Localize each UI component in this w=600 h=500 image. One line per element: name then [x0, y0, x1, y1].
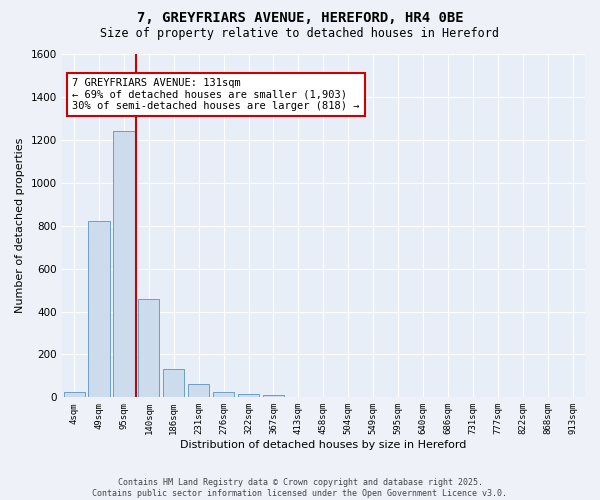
Bar	[213, 392, 234, 398]
Bar	[163, 370, 184, 398]
Text: Size of property relative to detached houses in Hereford: Size of property relative to detached ho…	[101, 28, 499, 40]
Bar	[138, 298, 160, 398]
Bar	[88, 222, 110, 398]
Text: 7 GREYFRIARS AVENUE: 131sqm
← 69% of detached houses are smaller (1,903)
30% of : 7 GREYFRIARS AVENUE: 131sqm ← 69% of det…	[72, 78, 359, 111]
Bar	[238, 394, 259, 398]
Bar	[64, 392, 85, 398]
Text: 7, GREYFRIARS AVENUE, HEREFORD, HR4 0BE: 7, GREYFRIARS AVENUE, HEREFORD, HR4 0BE	[137, 11, 463, 25]
X-axis label: Distribution of detached houses by size in Hereford: Distribution of detached houses by size …	[180, 440, 467, 450]
Bar	[263, 395, 284, 398]
Bar	[188, 384, 209, 398]
Y-axis label: Number of detached properties: Number of detached properties	[15, 138, 25, 314]
Text: Contains HM Land Registry data © Crown copyright and database right 2025.
Contai: Contains HM Land Registry data © Crown c…	[92, 478, 508, 498]
Bar	[113, 131, 134, 398]
